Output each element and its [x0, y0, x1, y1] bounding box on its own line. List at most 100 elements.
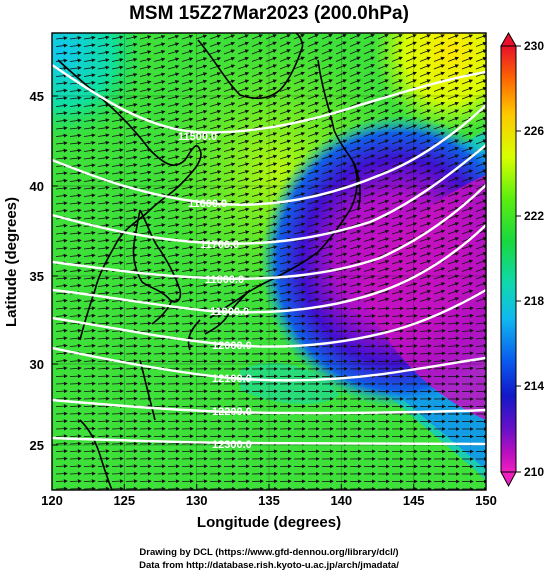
wind-arrow	[335, 192, 348, 197]
wind-arrow	[293, 49, 305, 55]
wind-arrow	[461, 34, 474, 40]
wind-arrow	[125, 80, 138, 85]
wind-arrow	[293, 147, 306, 152]
wind-arrow	[293, 124, 306, 130]
wind-arrow	[125, 65, 138, 70]
wind-arrow	[223, 34, 236, 40]
wind-arrow	[461, 161, 474, 167]
wind-arrow	[293, 86, 306, 92]
wind-arrow	[461, 64, 474, 70]
wind-arrow	[377, 64, 389, 70]
wind-arrow	[153, 140, 166, 145]
wind-arrow	[251, 192, 264, 197]
wind-arrow	[349, 146, 362, 152]
y-axis-title: Latitude (degrees)	[3, 197, 20, 327]
wind-arrow	[251, 71, 264, 77]
wind-arrow	[377, 56, 389, 62]
wind-arrow	[391, 56, 403, 62]
wind-arrow	[153, 80, 166, 85]
wind-arrow	[223, 329, 236, 334]
wind-arrow	[461, 56, 474, 62]
wind-arrow	[349, 64, 361, 70]
wind-arrow	[111, 80, 124, 85]
wind-arrow	[97, 419, 110, 424]
wind-arrow	[363, 109, 376, 115]
wind-arrow	[83, 73, 96, 78]
wind-arrow	[279, 184, 292, 190]
wind-arrow	[475, 56, 486, 62]
wind-arrow	[391, 41, 403, 47]
wind-arrow	[321, 56, 333, 62]
wind-arrow	[405, 192, 418, 197]
wind-arrow	[111, 35, 124, 40]
contour-label-11900: 11900.0	[210, 306, 249, 318]
wind-arrow	[69, 163, 82, 168]
wind-arrow	[321, 169, 334, 175]
wind-arrow	[167, 80, 180, 85]
wind-arrow	[251, 185, 264, 190]
wind-arrow	[125, 426, 138, 431]
wind-arrow	[69, 43, 82, 48]
wind-arrow	[391, 161, 404, 167]
wind-arrow	[153, 132, 166, 137]
wind-arrow	[349, 109, 362, 115]
wind-arrow	[97, 125, 110, 130]
wind-arrow	[251, 169, 264, 175]
wind-arrow	[307, 86, 319, 92]
wind-arrow	[181, 34, 194, 40]
wind-arrow	[335, 169, 348, 175]
wind-arrow	[69, 456, 82, 461]
wind-arrow	[167, 34, 180, 40]
wind-arrow	[111, 178, 124, 183]
wind-arrow	[69, 88, 82, 93]
x-tick-labels: 120 125 130 135 140 145 150	[41, 493, 497, 508]
wind-arrow	[83, 103, 96, 108]
wind-arrow	[195, 192, 208, 197]
x-axis-title: Longitude (degrees)	[197, 514, 341, 531]
wind-arrow	[111, 464, 124, 469]
wind-arrow	[405, 169, 418, 175]
wind-arrow	[349, 86, 361, 92]
wind-arrow	[447, 124, 460, 130]
wind-arrow	[125, 57, 138, 62]
wind-arrow	[97, 411, 110, 416]
wind-arrow	[111, 65, 124, 70]
wind-arrow	[153, 170, 166, 175]
wind-arrow	[419, 146, 432, 152]
wind-arrow	[69, 103, 82, 108]
wind-arrow	[209, 41, 222, 47]
wind-arrow	[237, 41, 250, 47]
wind-arrow	[209, 170, 222, 175]
wind-arrow	[69, 479, 82, 484]
wind-arrow	[237, 87, 250, 92]
wind-arrow	[209, 117, 222, 122]
wind-arrow	[433, 169, 446, 175]
wind-arrow	[307, 147, 320, 152]
wind-arrow	[251, 79, 264, 85]
wind-arrow	[405, 161, 418, 167]
wind-arrow	[83, 65, 96, 70]
wind-arrow	[55, 58, 68, 63]
wind-arrow	[69, 118, 82, 123]
wind-arrow	[279, 34, 291, 40]
wind-arrow	[377, 359, 390, 364]
wind-arrow	[195, 72, 208, 77]
wind-arrow	[321, 109, 334, 115]
wind-arrow	[321, 124, 334, 130]
wind-arrow	[125, 200, 138, 205]
wind-arrow	[405, 177, 418, 182]
wind-arrow	[55, 156, 68, 161]
wind-arrow	[279, 147, 292, 152]
wind-arrow	[111, 50, 124, 55]
wind-arrow	[223, 87, 236, 92]
wind-arrow	[433, 71, 445, 77]
wind-arrow	[111, 200, 124, 205]
wind-arrow	[195, 117, 208, 122]
wind-arrow	[97, 389, 110, 394]
wind-arrow	[55, 96, 68, 101]
wind-arrow	[461, 109, 474, 115]
wind-arrow	[139, 87, 152, 92]
wind-arrow	[139, 178, 152, 183]
wind-arrow	[181, 351, 194, 356]
wind-arrow	[181, 94, 194, 100]
